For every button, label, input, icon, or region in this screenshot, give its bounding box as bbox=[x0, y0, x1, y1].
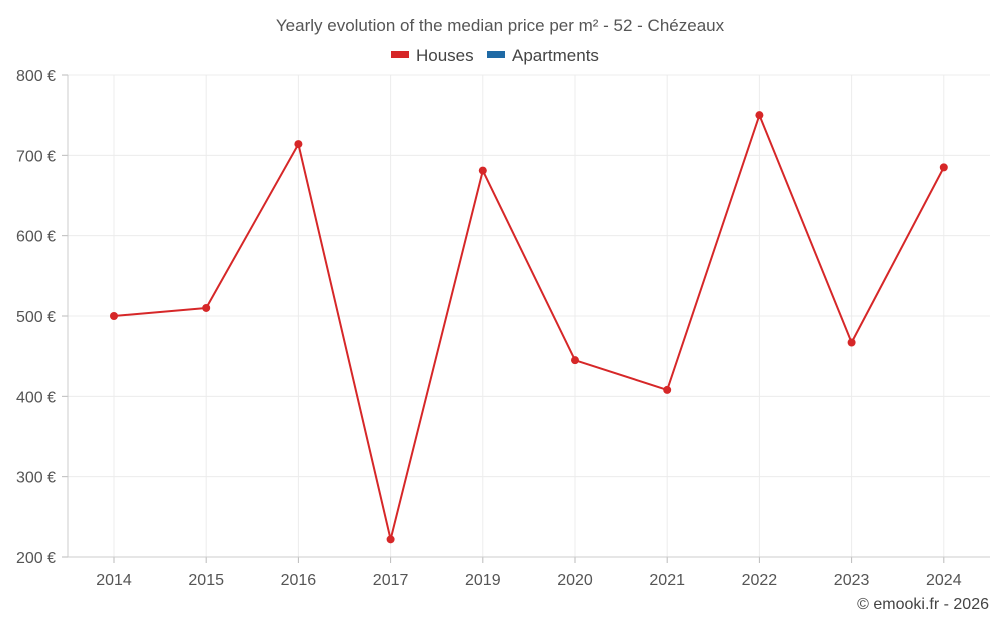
x-tick-label: 2020 bbox=[557, 572, 593, 589]
series-houses bbox=[110, 111, 948, 544]
houses-point-2019[interactable] bbox=[478, 166, 487, 175]
x-tick-label: 2024 bbox=[926, 572, 962, 589]
x-tick-label: 2021 bbox=[649, 572, 685, 589]
y-tick-label: 400 € bbox=[16, 389, 56, 406]
y-tick-label: 200 € bbox=[16, 550, 56, 567]
y-tick-label: 700 € bbox=[16, 148, 56, 165]
legend-label-apartments: Apartments bbox=[512, 46, 599, 65]
x-tick-label: 2015 bbox=[188, 572, 224, 589]
houses-line bbox=[113, 114, 945, 541]
x-tick-label: 2019 bbox=[465, 572, 501, 589]
x-tick-label: 2014 bbox=[96, 572, 132, 589]
grid bbox=[68, 74, 990, 557]
houses-point-2021[interactable] bbox=[663, 385, 672, 394]
houses-point-2020[interactable] bbox=[571, 356, 579, 365]
chart-title: Yearly evolution of the median price per… bbox=[276, 16, 725, 35]
houses-point-2024[interactable] bbox=[939, 163, 948, 172]
y-tick-label: 600 € bbox=[16, 229, 56, 246]
houses-point-2016[interactable] bbox=[294, 140, 303, 149]
credit-text: © emooki.fr - 2026 bbox=[857, 596, 989, 613]
x-tick-label: 2017 bbox=[373, 572, 409, 589]
x-tick-label: 2023 bbox=[834, 572, 870, 589]
legend-swatch-apartments bbox=[487, 51, 505, 58]
legend-item-houses[interactable]: Houses bbox=[391, 46, 474, 65]
legend-swatch-houses bbox=[391, 51, 409, 58]
houses-point-2017[interactable] bbox=[386, 535, 395, 544]
houses-point-2023[interactable] bbox=[847, 338, 856, 347]
y-tick-label: 500 € bbox=[16, 309, 56, 326]
y-tick-label: 800 € bbox=[16, 68, 56, 85]
axes: 200 € 300 € 400 € 500 € 600 € 700 € 800 € 2014 2… bbox=[16, 68, 990, 589]
legend-label-houses: Houses bbox=[416, 46, 474, 65]
x-tick-label: 2016 bbox=[281, 572, 317, 589]
legend: Houses Apartments bbox=[391, 46, 599, 65]
houses-point-2022[interactable] bbox=[755, 111, 764, 120]
legend-item-apartments[interactable]: Apartments bbox=[487, 46, 599, 65]
houses-point-2015[interactable] bbox=[202, 303, 211, 312]
y-tick-label: 300 € bbox=[16, 470, 56, 487]
x-tick-label: 2022 bbox=[742, 572, 778, 589]
houses-point-2014[interactable] bbox=[110, 312, 118, 320]
